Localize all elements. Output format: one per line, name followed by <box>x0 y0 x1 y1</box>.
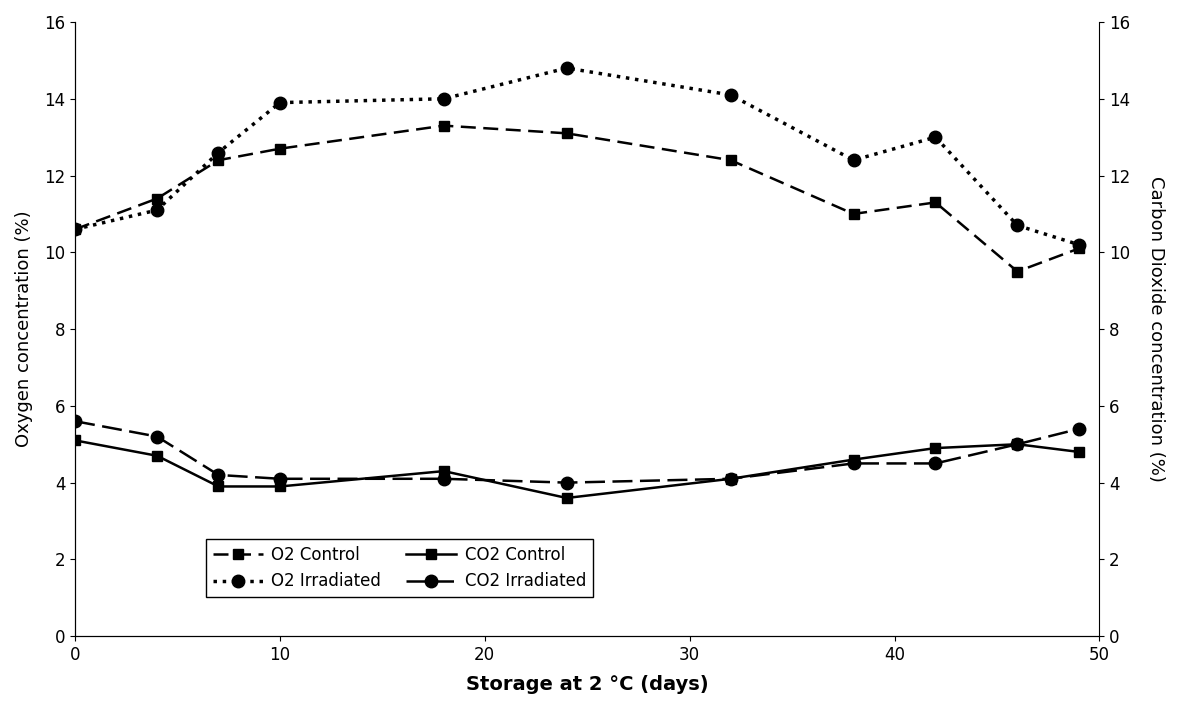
O2 Control <box>846 210 860 218</box>
Legend: O2 Control, O2 Irradiated, CO2 Control, CO2 Irradiated: O2 Control, O2 Irradiated, CO2 Control, … <box>206 540 592 597</box>
CO2 Irradiated <box>1071 425 1086 433</box>
Line: CO2 Control: CO2 Control <box>71 435 1083 503</box>
CO2 Control <box>723 474 738 483</box>
CO2 Control <box>211 482 225 491</box>
CO2 Irradiated <box>559 479 573 487</box>
CO2 Control <box>929 444 943 452</box>
Line: O2 Irradiated: O2 Irradiated <box>68 62 1086 251</box>
Y-axis label: Oxygen concentration (%): Oxygen concentration (%) <box>15 211 33 447</box>
CO2 Control <box>1010 440 1024 449</box>
O2 Control <box>437 121 451 130</box>
O2 Control <box>929 198 943 206</box>
O2 Irradiated <box>211 148 225 157</box>
X-axis label: Storage at 2 °C (days): Storage at 2 °C (days) <box>466 675 708 694</box>
CO2 Control <box>273 482 287 491</box>
O2 Irradiated <box>150 206 164 214</box>
CO2 Control <box>1071 447 1086 456</box>
CO2 Control <box>68 436 83 445</box>
O2 Irradiated <box>846 156 860 164</box>
O2 Irradiated <box>559 64 573 72</box>
CO2 Control <box>846 455 860 464</box>
CO2 Irradiated <box>437 474 451 483</box>
CO2 Irradiated <box>723 474 738 483</box>
Line: O2 Control: O2 Control <box>71 121 1083 277</box>
O2 Irradiated <box>929 133 943 141</box>
CO2 Irradiated <box>846 459 860 468</box>
CO2 Irradiated <box>1010 440 1024 449</box>
CO2 Irradiated <box>211 471 225 479</box>
Line: CO2 Irradiated: CO2 Irradiated <box>68 415 1086 489</box>
CO2 Irradiated <box>929 459 943 468</box>
O2 Control <box>559 129 573 138</box>
O2 Control <box>68 225 83 233</box>
CO2 Control <box>559 493 573 502</box>
CO2 Irradiated <box>68 417 83 425</box>
O2 Irradiated <box>1071 240 1086 249</box>
CO2 Control <box>150 452 164 460</box>
O2 Control <box>1010 267 1024 276</box>
O2 Irradiated <box>437 94 451 103</box>
O2 Control <box>150 194 164 203</box>
O2 Control <box>211 156 225 164</box>
O2 Control <box>1071 244 1086 252</box>
O2 Irradiated <box>68 225 83 233</box>
CO2 Irradiated <box>150 432 164 441</box>
O2 Irradiated <box>273 99 287 107</box>
CO2 Control <box>437 467 451 475</box>
O2 Irradiated <box>1010 221 1024 230</box>
Y-axis label: Carbon Dioxide concentration (%): Carbon Dioxide concentration (%) <box>1147 176 1165 482</box>
O2 Control <box>723 156 738 164</box>
O2 Irradiated <box>723 91 738 99</box>
CO2 Irradiated <box>273 474 287 483</box>
O2 Control <box>273 145 287 153</box>
